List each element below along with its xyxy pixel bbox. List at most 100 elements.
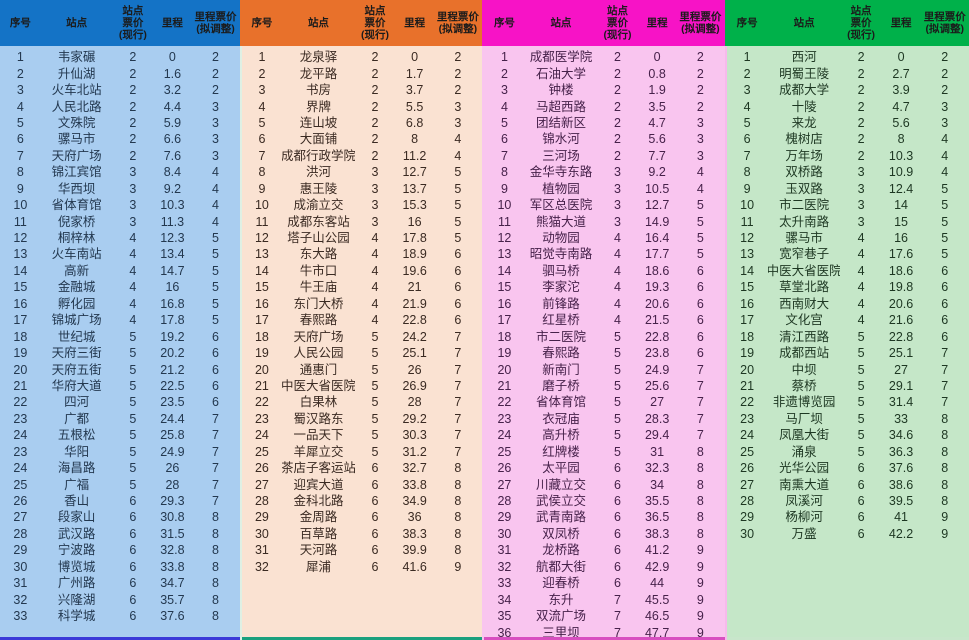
row-distance: 11.3 — [160, 214, 185, 229]
row-station-name: 大面铺 — [299, 132, 338, 147]
row-proposed-fare: 8 — [696, 477, 704, 492]
row-station-name: 双桥路 — [785, 165, 823, 180]
row-proposed-fare: 8 — [941, 461, 949, 476]
row-current-fare: 4 — [613, 296, 621, 311]
row-current-fare: 2 — [613, 50, 621, 65]
row-proposed-fare: 8 — [212, 609, 219, 624]
row-index: 19 — [254, 346, 269, 361]
row-proposed-fare: 4 — [212, 214, 219, 229]
row-distance: 37.6 — [888, 461, 914, 476]
row-distance: 10.3 — [160, 198, 185, 213]
row-proposed-fare: 5 — [941, 247, 949, 262]
header-current-fare-line-2: 票价 — [606, 17, 628, 29]
row-station-name: 高升桥 — [542, 428, 580, 443]
table-row: 33 迎春桥 6 44 9 — [484, 575, 725, 591]
row-proposed-fare: 8 — [696, 526, 704, 541]
row-proposed-fare: 6 — [941, 313, 949, 328]
row-index: 13 — [497, 247, 512, 262]
row-current-fare: 7 — [613, 592, 621, 607]
row-proposed-fare: 5 — [454, 198, 462, 213]
table-row: 2 龙平路 2 1.7 2 — [242, 65, 483, 81]
row-proposed-fare: 7 — [696, 395, 704, 410]
row-current-fare: 2 — [857, 132, 865, 147]
row-distance: 21 — [407, 280, 422, 295]
row-distance: 5.5 — [405, 99, 424, 114]
row-proposed-fare: 8 — [941, 477, 949, 492]
row-distance: 8.4 — [163, 165, 182, 180]
table-row: 11 成都东客站 3 16 5 — [242, 213, 483, 229]
table-row: 4 界牌 2 5.5 3 — [242, 98, 483, 114]
row-proposed-fare: 9 — [941, 526, 949, 541]
row-distance: 29.4 — [644, 428, 670, 443]
row-proposed-fare: 6 — [696, 296, 704, 311]
row-index: 23 — [13, 411, 28, 426]
row-station-name: 航都大街 — [535, 559, 586, 574]
row-station-name: 龙平路 — [299, 66, 338, 81]
row-proposed-fare: 5 — [941, 181, 949, 196]
row-distance: 5.9 — [163, 115, 182, 130]
row-index: 5 — [258, 115, 266, 130]
row-current-fare: 5 — [371, 362, 379, 377]
row-distance: 47.7 — [644, 625, 670, 640]
table-row: 17 文化宫 4 21.6 6 — [727, 312, 969, 328]
header-current-fare-line-1: 站点 — [364, 5, 386, 17]
table-header-line-1: 序号 站点 站点 票价 (现行) 里程 里程票价 (拟调整) — [0, 0, 240, 46]
row-index: 30 — [497, 526, 512, 541]
row-proposed-fare: 6 — [941, 329, 949, 344]
row-current-fare: 6 — [129, 494, 137, 509]
row-distance: 33.8 — [402, 477, 427, 492]
row-current-fare: 2 — [371, 115, 379, 130]
header-station-line-1: 站点 — [793, 17, 815, 29]
row-distance: 23.5 — [160, 395, 185, 410]
row-distance: 8 — [897, 132, 905, 147]
row-distance: 20.6 — [888, 296, 914, 311]
row-proposed-fare: 6 — [696, 346, 704, 361]
row-current-fare: 6 — [129, 510, 137, 525]
row-index: 15 — [740, 280, 755, 295]
row-proposed-fare: 8 — [454, 526, 462, 541]
row-index: 5 — [500, 115, 508, 130]
row-index: 28 — [13, 526, 28, 541]
row-proposed-fare: 8 — [454, 461, 462, 476]
row-distance: 34 — [650, 477, 665, 492]
row-index: 6 — [258, 132, 266, 147]
header-current-fare: 站点 票价 (现行) — [840, 0, 881, 46]
row-station-name: 省体育馆 — [535, 395, 586, 410]
row-index: 5 — [16, 115, 24, 130]
table-row: 10 市二医院 3 14 5 — [727, 197, 969, 213]
row-station-name: 一品天下 — [293, 428, 344, 443]
row-station-name: 东升 — [548, 592, 574, 607]
row-index: 2 — [16, 66, 24, 81]
row-index: 27 — [13, 510, 28, 525]
row-distance: 16 — [894, 231, 909, 246]
row-current-fare: 7 — [613, 625, 621, 640]
row-station-name: 植物园 — [542, 181, 580, 196]
row-index: 8 — [258, 165, 266, 180]
row-distance: 35.7 — [160, 592, 185, 607]
row-current-fare: 5 — [857, 411, 865, 426]
row-distance: 4.7 — [648, 115, 666, 130]
header-proposed-fare-line-1: 里程票价 — [923, 11, 966, 23]
row-proposed-fare: 7 — [696, 378, 704, 393]
row-distance: 9.2 — [163, 181, 182, 196]
row-station-name: 金科北路 — [293, 494, 344, 509]
row-index: 3 — [258, 83, 266, 98]
row-distance: 32.8 — [160, 543, 185, 558]
table-row: 29 武青南路 6 36.5 8 — [484, 509, 725, 525]
row-current-fare: 3 — [857, 165, 865, 180]
row-distance: 33.8 — [160, 559, 185, 574]
row-index: 29 — [13, 543, 28, 558]
row-index: 18 — [13, 329, 28, 344]
row-current-fare: 2 — [857, 148, 865, 163]
row-index: 8 — [500, 165, 508, 180]
row-index: 13 — [13, 247, 28, 262]
row-current-fare: 3 — [613, 198, 621, 213]
row-distance: 25.8 — [160, 428, 185, 443]
row-station-name: 中医大省医院 — [282, 378, 355, 393]
row-distance: 3.9 — [892, 83, 910, 98]
row-proposed-fare: 8 — [941, 444, 949, 459]
row-proposed-fare: 5 — [212, 313, 219, 328]
row-current-fare: 6 — [613, 559, 621, 574]
row-proposed-fare: 5 — [941, 198, 949, 213]
row-current-fare: 5 — [129, 395, 137, 410]
